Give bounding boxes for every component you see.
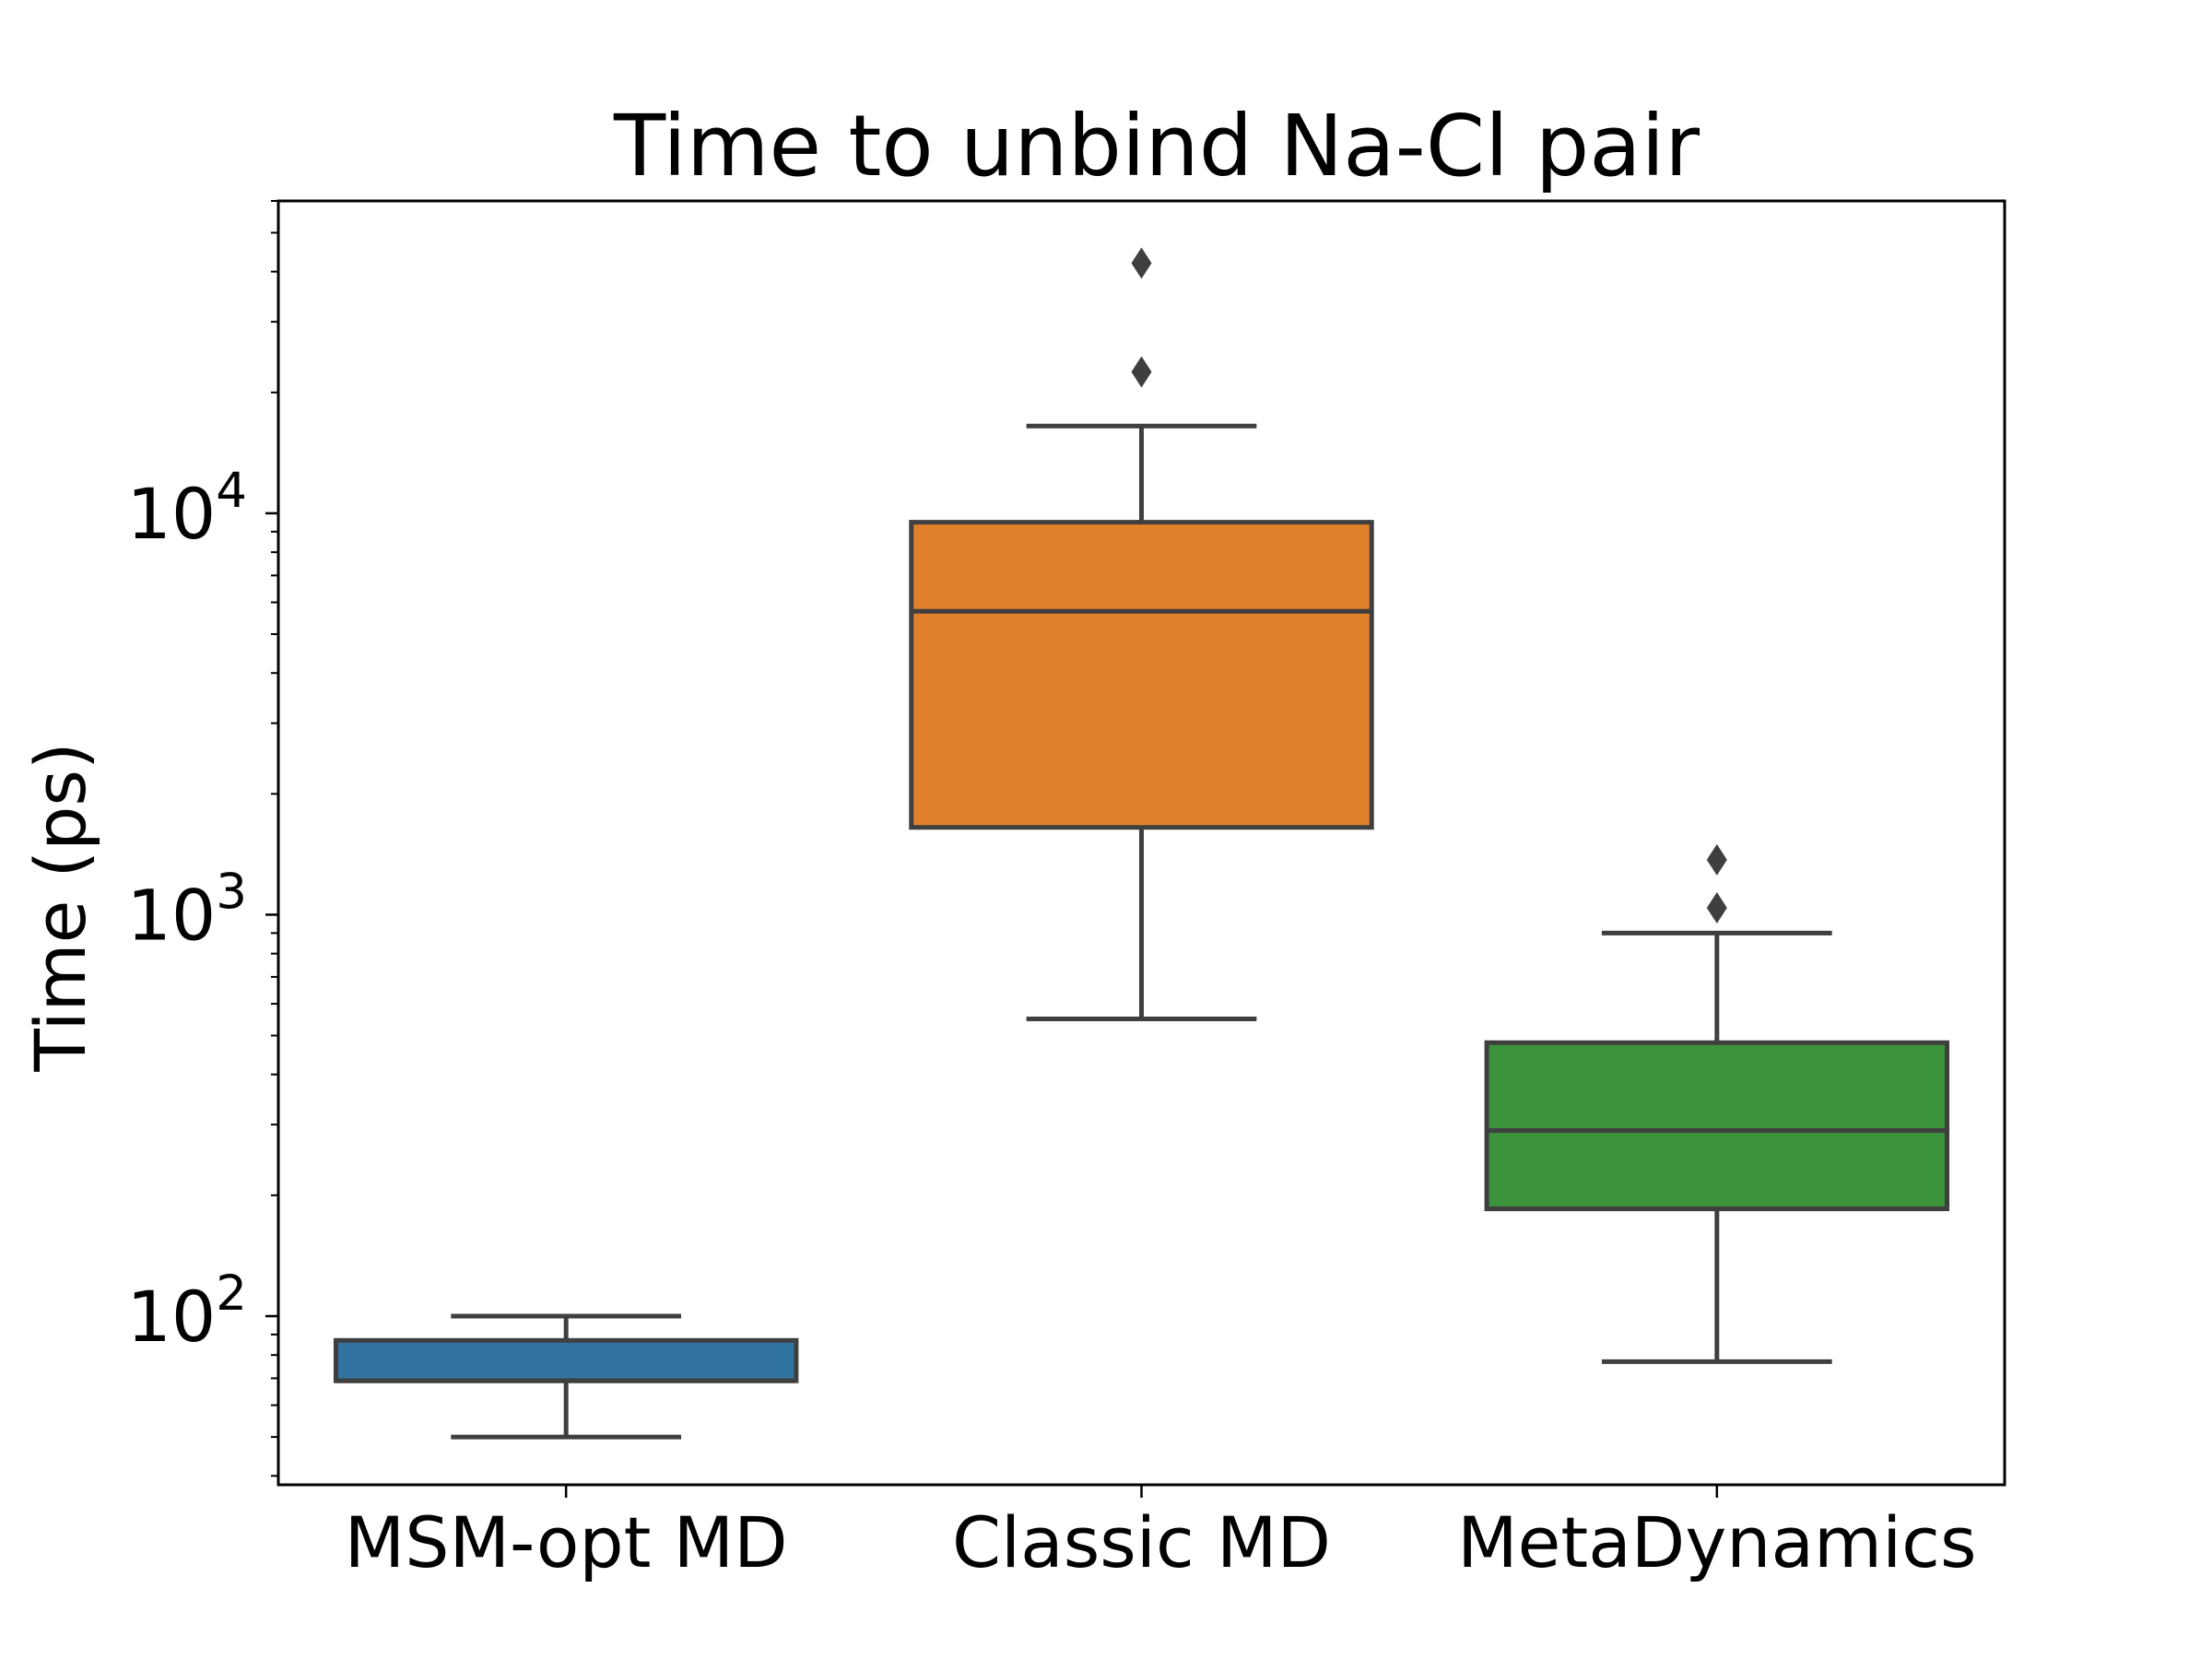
chart-title: Time to unbind Na-Cl pair (613, 97, 1700, 195)
x-tick-label: MSM-opt MD (345, 1501, 788, 1583)
box-2 (1484, 1040, 1950, 1212)
y-tick-base: 10 (127, 874, 217, 956)
y-tick-label: 103 (127, 864, 247, 956)
y-tick-label: 104 (127, 463, 247, 555)
x-tick-label: Classic MD (952, 1501, 1331, 1583)
box-0 (333, 1337, 799, 1383)
y-axis-label: Time (ps) (19, 742, 101, 1072)
y-tick-label: 102 (127, 1265, 247, 1358)
plot-frame (276, 199, 2006, 1487)
y-tick-exponent: 2 (216, 1265, 247, 1322)
y-tick-exponent: 3 (216, 864, 247, 920)
y-tick-base: 10 (127, 473, 217, 555)
outlier-point (1706, 892, 1727, 924)
outlier-point (1131, 356, 1152, 388)
x-tick-label: MetaDynamics (1457, 1501, 1976, 1583)
y-tick-exponent: 4 (216, 463, 247, 519)
box-1 (909, 520, 1374, 830)
y-tick-base: 10 (127, 1276, 217, 1358)
outlier-point (1131, 247, 1152, 279)
outlier-point (1706, 843, 1727, 876)
